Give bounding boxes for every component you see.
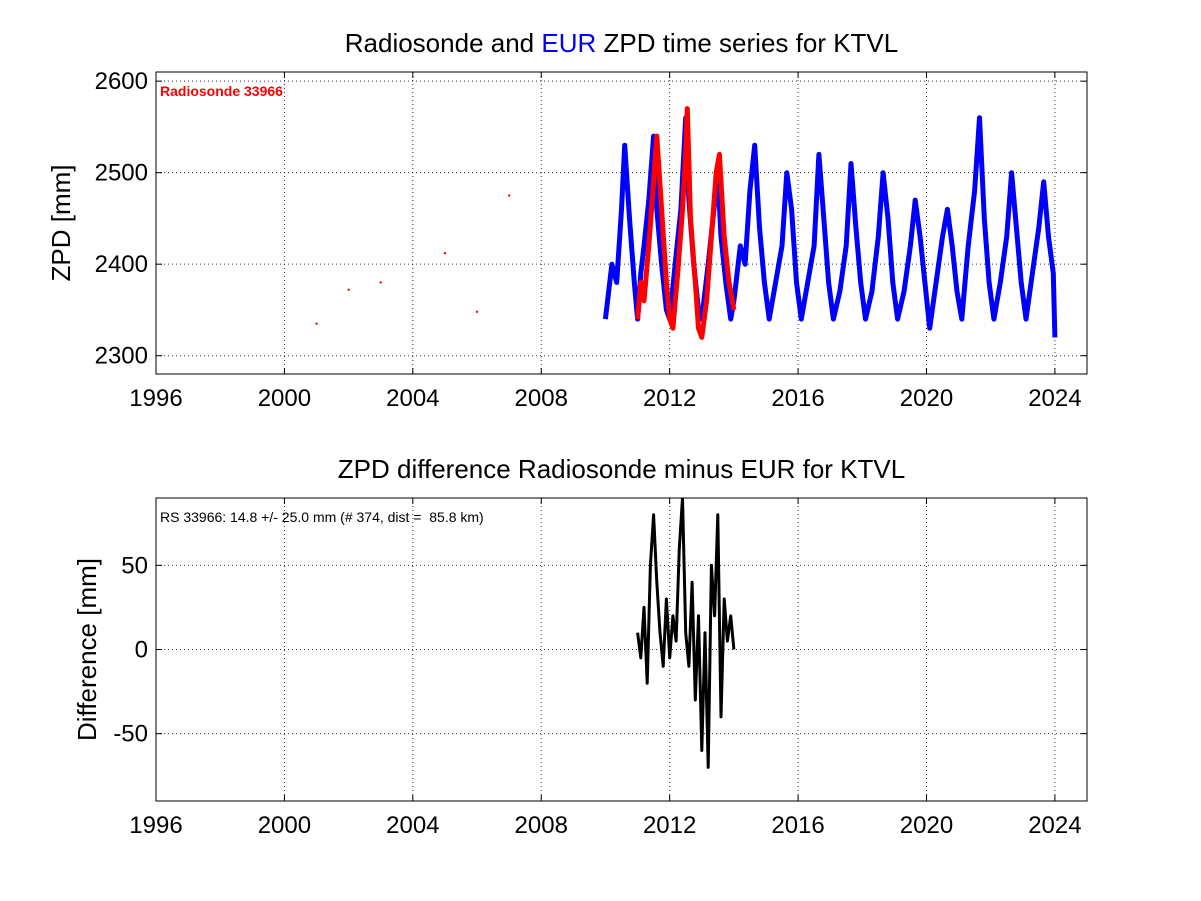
y-tick-label: 2600 bbox=[95, 68, 148, 95]
x-tick-label: 2016 bbox=[771, 812, 824, 839]
x-tick-label: 2020 bbox=[900, 812, 953, 839]
chart-title-part: Radiosonde and bbox=[345, 28, 542, 58]
x-tick-label: 2016 bbox=[771, 385, 824, 412]
chart-title: Radiosonde and EUR ZPD time series for K… bbox=[345, 28, 898, 58]
chart-title-part: ZPD time series for KTVL bbox=[596, 28, 898, 58]
data-point bbox=[379, 281, 382, 284]
data-layer bbox=[315, 106, 1058, 340]
chart-title: ZPD difference Radiosonde minus EUR for … bbox=[338, 454, 905, 484]
x-tick-label: 2000 bbox=[258, 385, 311, 412]
y-tick-label: 2500 bbox=[95, 160, 148, 187]
plot-frame bbox=[155, 71, 1088, 375]
chart-annotation: RS 33966: 14.8 +/- 25.0 mm (# 374, dist … bbox=[160, 509, 484, 525]
x-tick-label: 1996 bbox=[129, 812, 182, 839]
y-tick-label: 2400 bbox=[95, 251, 148, 278]
series-line bbox=[636, 498, 736, 769]
x-tick-label: 2004 bbox=[386, 385, 439, 412]
data-point bbox=[443, 252, 447, 255]
x-tick-label: 2004 bbox=[386, 812, 439, 839]
series-line bbox=[635, 106, 737, 340]
plot-frame bbox=[155, 497, 1088, 802]
top-panel-zpd-time-series: Radiosonde and EUR ZPD time series for K… bbox=[46, 28, 1088, 412]
data-point bbox=[507, 194, 511, 197]
data-point bbox=[475, 310, 479, 313]
x-tick-label: 2024 bbox=[1028, 385, 1081, 412]
y-tick-label: 50 bbox=[121, 552, 148, 579]
x-tick-label: 2008 bbox=[515, 385, 568, 412]
y-tick-label: 0 bbox=[135, 637, 148, 664]
x-tick-label: 2012 bbox=[643, 812, 696, 839]
x-tick-label: 2000 bbox=[258, 812, 311, 839]
y-axis-label: ZPD [mm] bbox=[46, 165, 76, 282]
y-tick-label: 2300 bbox=[95, 343, 148, 370]
x-tick-label: 2024 bbox=[1028, 812, 1081, 839]
data-layer bbox=[636, 498, 736, 769]
y-axis-label: Difference [mm] bbox=[72, 558, 102, 741]
x-tick-label: 1996 bbox=[129, 385, 182, 412]
chart-annotation: Radiosonde 33966 bbox=[160, 83, 283, 99]
chart-title-part: EUR bbox=[541, 28, 596, 58]
x-tick-label: 2020 bbox=[900, 385, 953, 412]
data-point bbox=[347, 288, 350, 292]
data-point bbox=[315, 322, 318, 325]
x-tick-label: 2008 bbox=[515, 812, 568, 839]
y-tick-label: -50 bbox=[113, 721, 148, 748]
bottom-panel-zpd-difference: ZPD difference Radiosonde minus EUR for … bbox=[72, 454, 1088, 839]
x-tick-label: 2012 bbox=[643, 385, 696, 412]
